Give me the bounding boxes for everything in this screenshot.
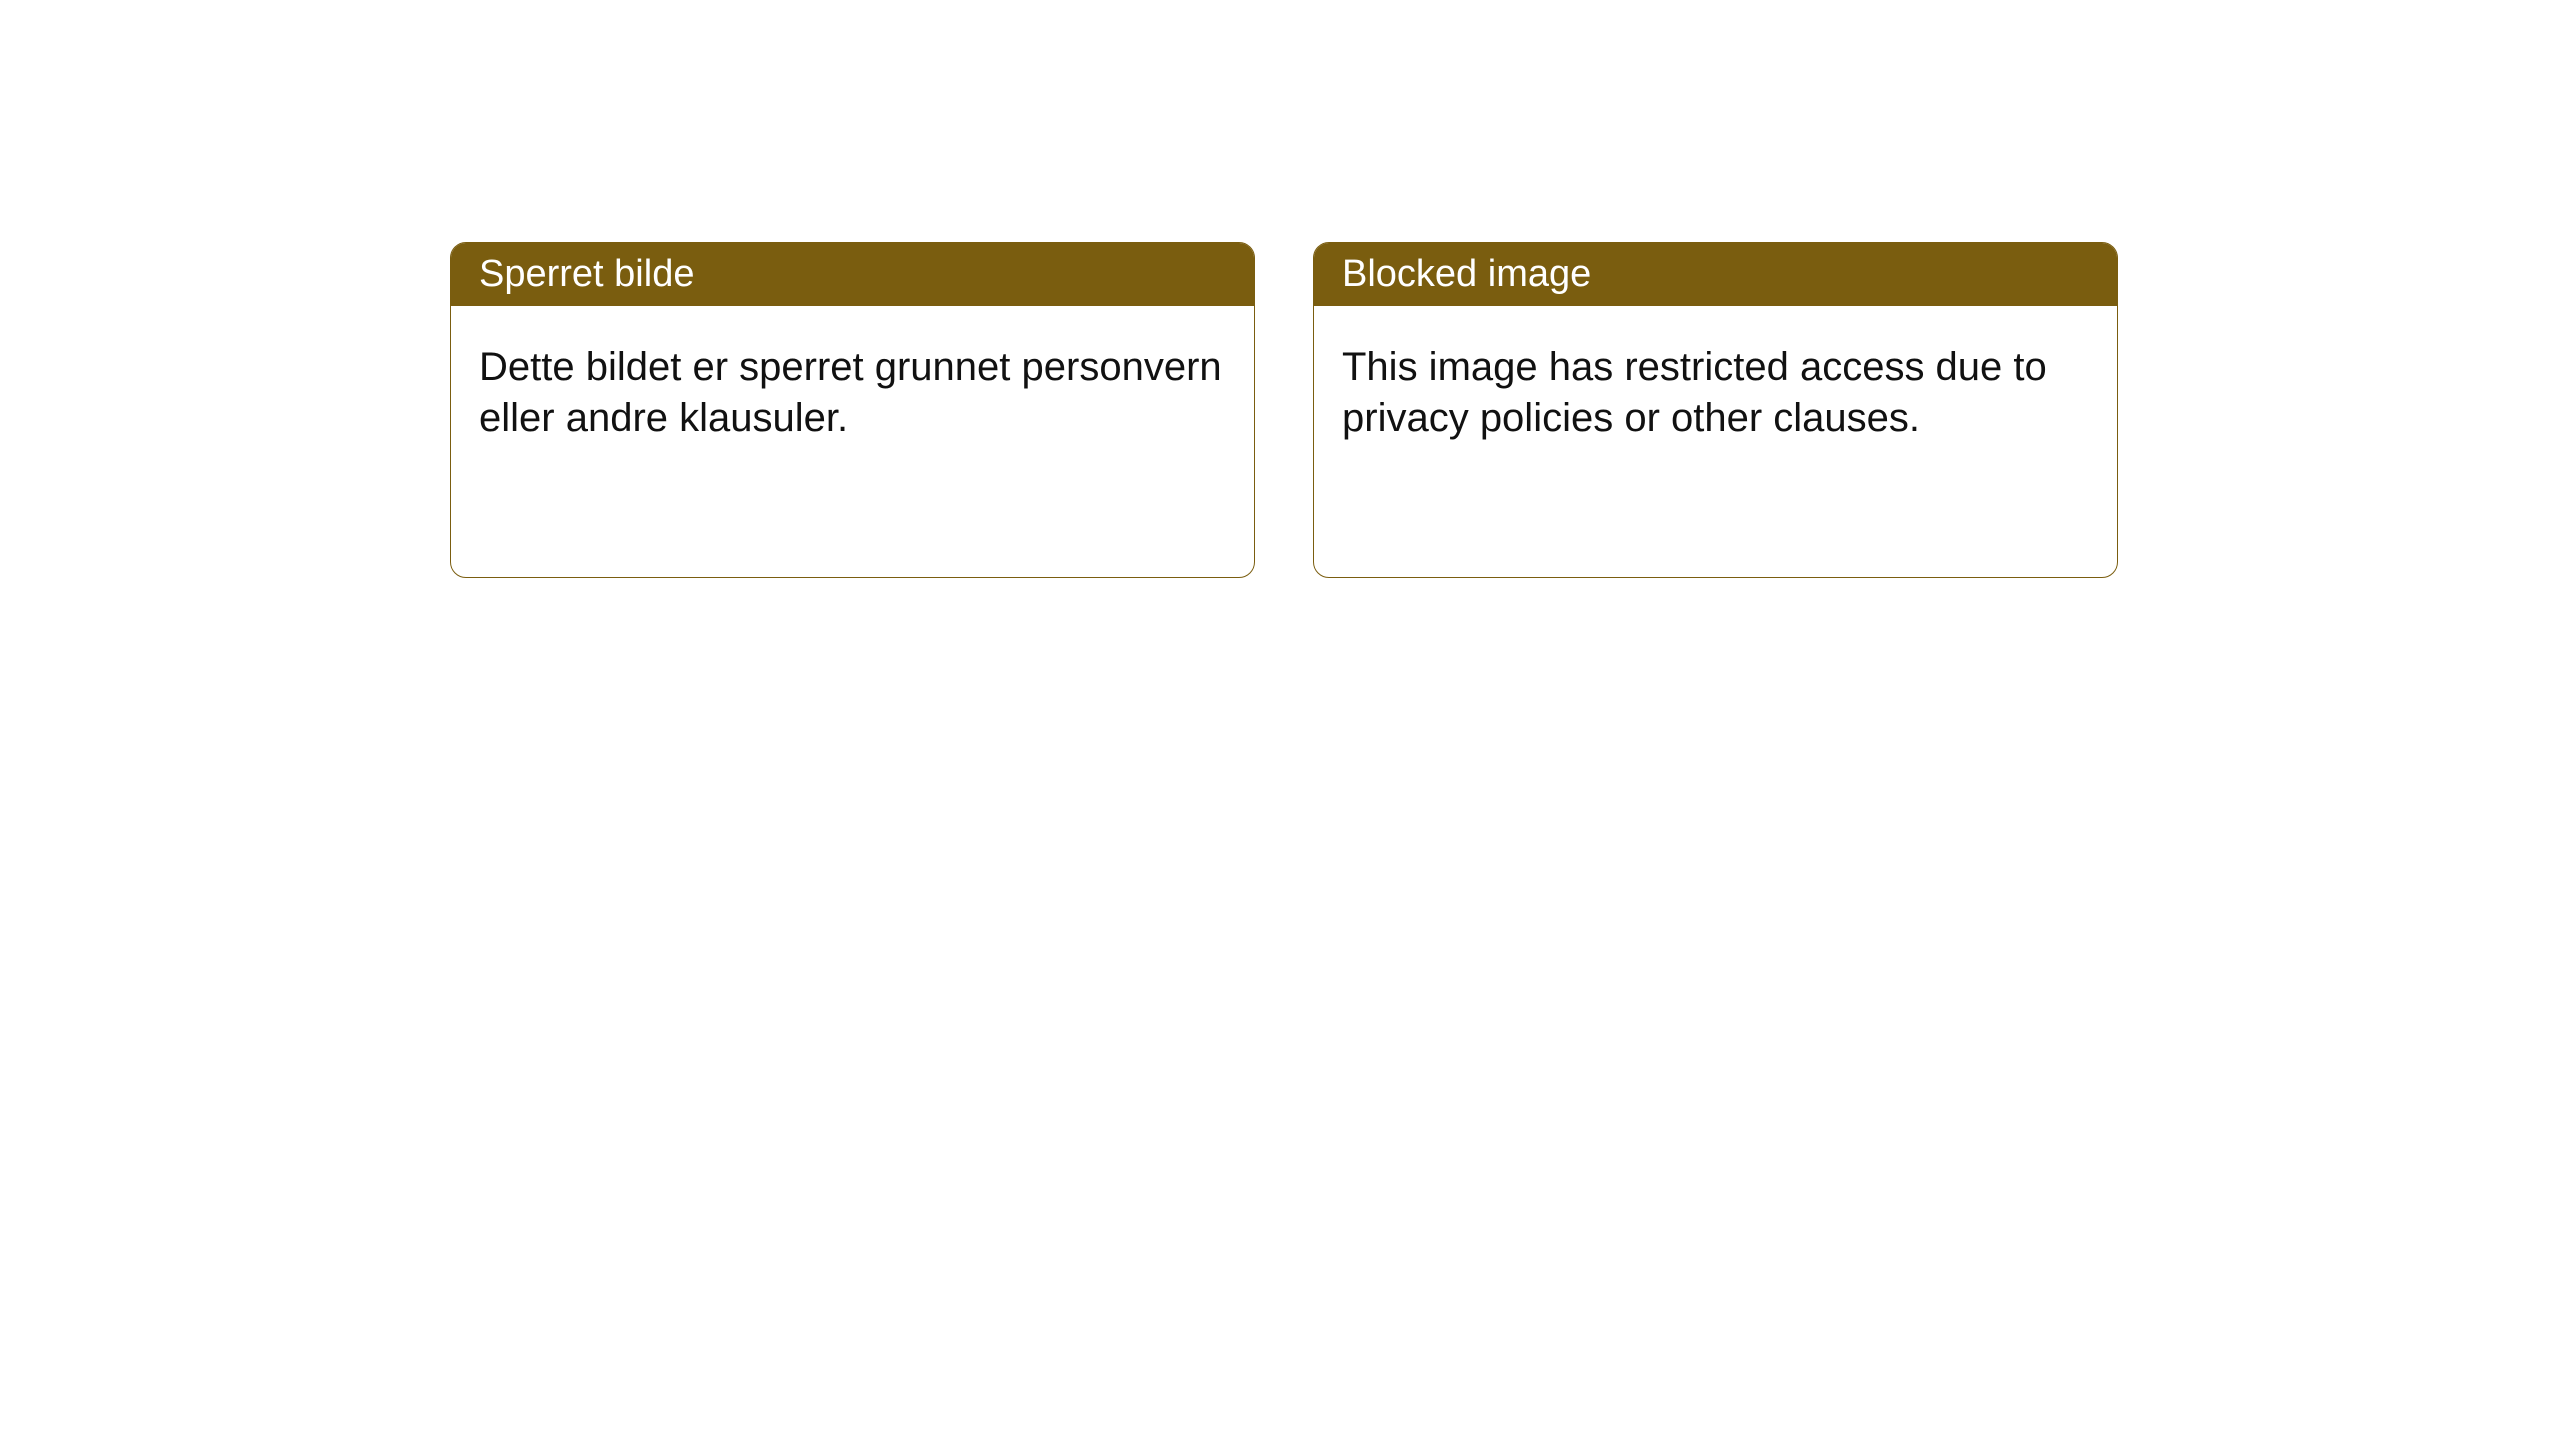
card-body-text: This image has restricted access due to …: [1342, 345, 2047, 440]
card-body: This image has restricted access due to …: [1314, 306, 2117, 480]
card-body-text: Dette bildet er sperret grunnet personve…: [479, 345, 1222, 440]
notice-card-norwegian: Sperret bilde Dette bildet er sperret gr…: [450, 242, 1255, 578]
card-title: Blocked image: [1342, 253, 1591, 295]
notice-card-english: Blocked image This image has restricted …: [1313, 242, 2118, 578]
card-header: Blocked image: [1314, 243, 2117, 306]
card-body: Dette bildet er sperret grunnet personve…: [451, 306, 1254, 480]
card-title: Sperret bilde: [479, 253, 694, 295]
notice-cards-container: Sperret bilde Dette bildet er sperret gr…: [450, 242, 2118, 578]
card-header: Sperret bilde: [451, 243, 1254, 306]
